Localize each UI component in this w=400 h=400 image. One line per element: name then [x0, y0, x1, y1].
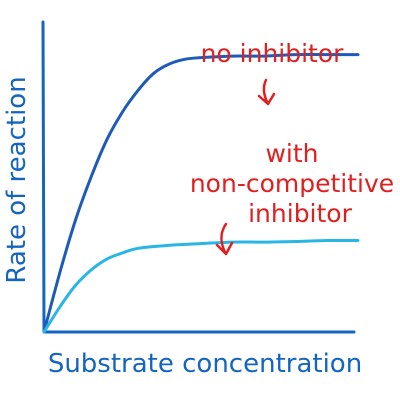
series-line-non-competitive-inhibitor: [42, 238, 360, 334]
annotation-line: with: [265, 139, 318, 168]
annotation-arrow-no-inhibitor: [257, 78, 276, 106]
y-axis: [41, 20, 46, 334]
series-layer: [42, 52, 360, 334]
annotation-arrow-non-competitive-inhibitor: [215, 222, 234, 256]
x-axis-label: Substrate concentration: [48, 349, 362, 379]
annotation-no-inhibitor: no inhibitor: [201, 39, 345, 68]
annotation-line: non-competitive: [190, 169, 394, 198]
y-axis-label: Rate of reaction: [2, 76, 32, 283]
annotation-line: inhibitor: [248, 199, 352, 228]
series-line-no-inhibitor: [42, 52, 360, 334]
